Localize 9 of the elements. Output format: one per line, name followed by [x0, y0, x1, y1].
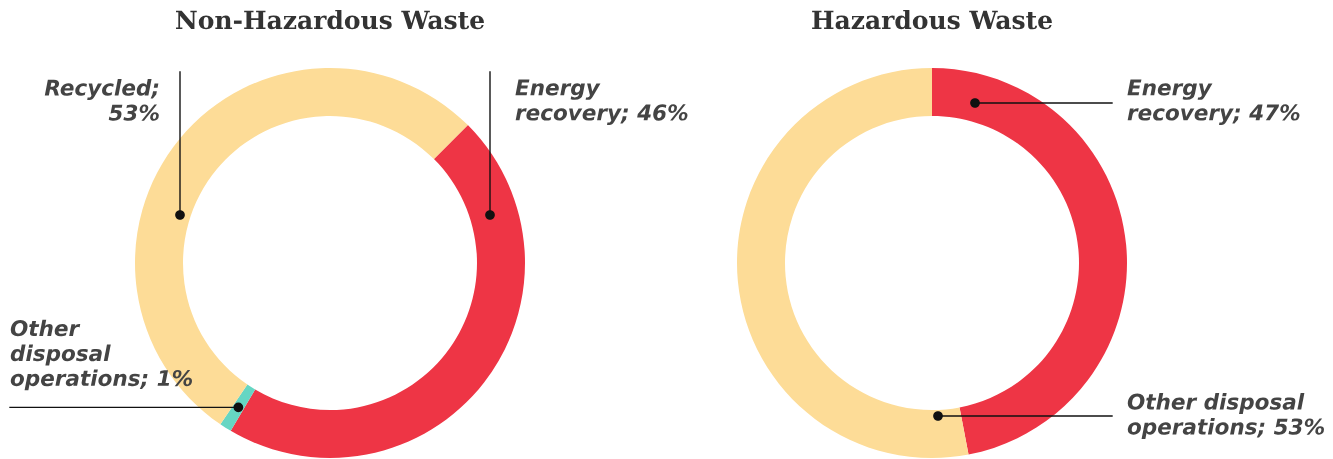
slice-label: Recycled; 53% [44, 79, 159, 121]
chart-title: Hazardous Waste [812, 9, 1052, 30]
slice-label: Energy recovery; 46% [515, 79, 688, 125]
slice-label: Energy recovery; 47% [1127, 79, 1300, 125]
donut-slice [230, 125, 525, 458]
chart-title: Non-Hazardous Waste [176, 9, 484, 30]
donut-slice [932, 68, 1127, 455]
slice-label: Other disposal operations; 53% [1127, 393, 1324, 439]
donut-slice [737, 68, 969, 458]
